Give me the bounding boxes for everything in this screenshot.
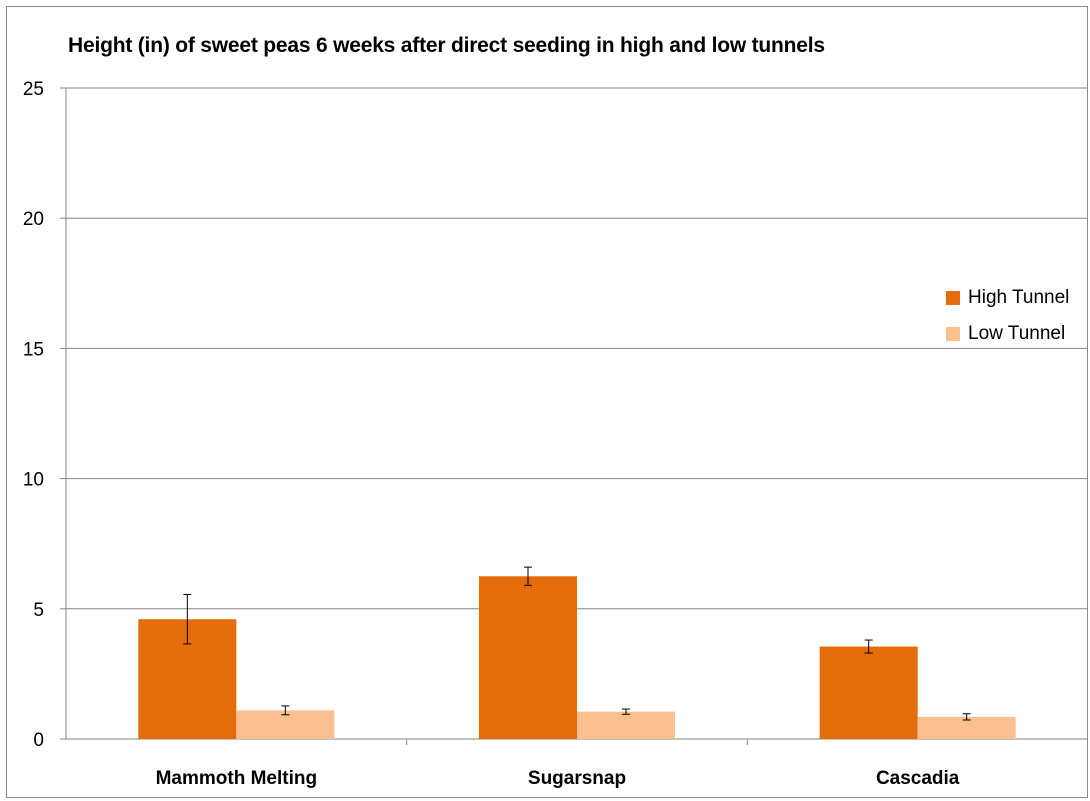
- bar-high-tunnel: [819, 646, 918, 739]
- y-tick-label: 10: [23, 470, 44, 491]
- legend-swatch-high-tunnel: [946, 291, 960, 305]
- x-tick-label: Cascadia: [876, 768, 960, 789]
- legend: High Tunnel Low Tunnel: [946, 280, 1069, 352]
- x-tick-label: Mammoth Melting: [156, 768, 318, 789]
- y-tick-label: 0: [33, 730, 44, 751]
- y-tick-label: 20: [23, 209, 44, 230]
- y-tick-label: 25: [23, 79, 44, 100]
- chart-title: Height (in) of sweet peas 6 weeks after …: [68, 34, 825, 57]
- bar-low-tunnel: [917, 716, 1016, 739]
- legend-label-high-tunnel: High Tunnel: [968, 287, 1070, 308]
- y-tick-label: 5: [33, 600, 44, 621]
- legend-label-low-tunnel: Low Tunnel: [968, 323, 1066, 344]
- legend-item-high-tunnel: High Tunnel: [946, 280, 1069, 316]
- y-tick-label: 15: [23, 339, 44, 360]
- x-tick-label: Sugarsnap: [528, 768, 626, 789]
- legend-swatch-low-tunnel: [946, 327, 960, 341]
- bar-high-tunnel: [479, 576, 577, 739]
- legend-item-low-tunnel: Low Tunnel: [946, 316, 1069, 352]
- bar-low-tunnel: [577, 711, 675, 739]
